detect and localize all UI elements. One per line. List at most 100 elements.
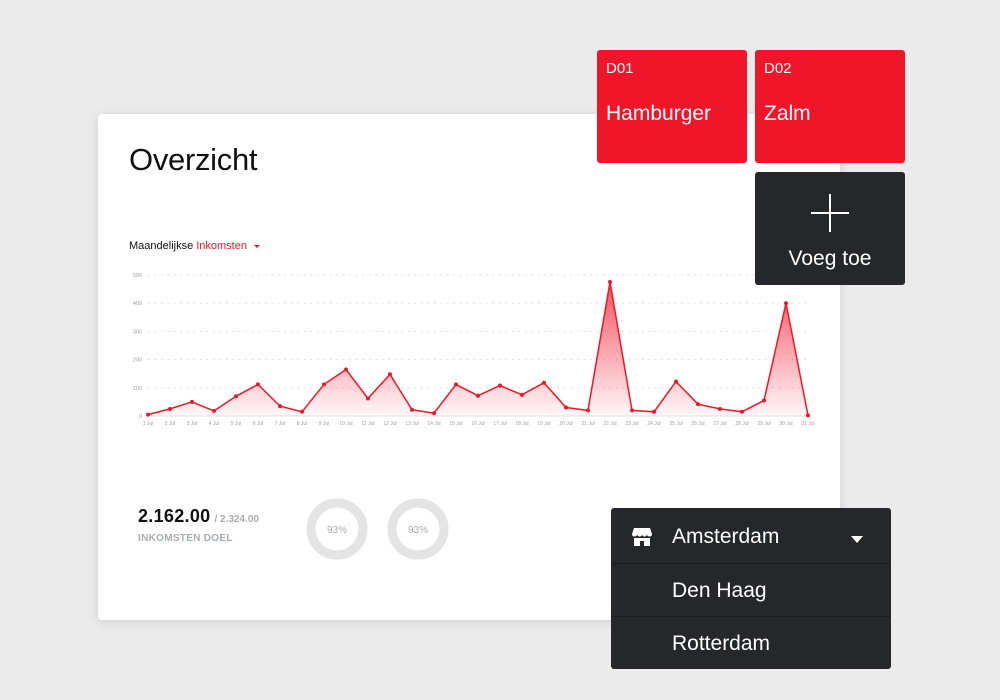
income-stats: 2.162.00/ 2.324.00 INKOMSTEN DOEL	[138, 506, 259, 544]
dish-code: D01	[606, 60, 634, 77]
data-point	[212, 408, 216, 413]
x-tick-label: 20 Jul	[559, 421, 572, 427]
x-tick-label: 5 Jul	[231, 421, 242, 427]
x-tick-label: 4 Jul	[209, 421, 220, 427]
x-tick-label: 16 Jul	[471, 421, 484, 427]
data-point	[454, 382, 458, 387]
data-point	[256, 382, 260, 387]
location-option-rotterdam[interactable]: Rotterdam	[611, 616, 891, 670]
store-icon	[632, 528, 652, 546]
data-point	[278, 404, 282, 409]
x-tick-label: 17 Jul	[493, 421, 506, 427]
data-point	[366, 396, 370, 401]
y-tick-label: 400	[133, 301, 142, 307]
data-point	[146, 412, 150, 417]
x-tick-label: 9 Jul	[319, 421, 330, 427]
x-tick-label: 19 Jul	[537, 421, 550, 427]
income-goal-label: INKOMSTEN DOEL	[138, 533, 233, 544]
data-point	[322, 382, 326, 387]
caret-down-icon	[851, 536, 863, 543]
y-tick-label: 500	[133, 273, 142, 279]
dish-tile-d02[interactable]: D02 Zalm	[755, 50, 905, 163]
x-tick-label: 6 Jul	[253, 421, 264, 427]
location-label: Amsterdam	[672, 524, 780, 548]
data-point	[806, 413, 810, 418]
x-tick-label: 26 Jul	[691, 421, 704, 427]
income-target: / 2.324.00	[214, 514, 259, 525]
dish-tile-d01[interactable]: D01 Hamburger	[597, 50, 747, 163]
x-tick-label: 15 Jul	[449, 421, 462, 427]
x-tick-label: 10 Jul	[339, 421, 352, 427]
x-tick-label: 1 Jul	[143, 421, 154, 427]
data-point	[410, 407, 414, 412]
x-tick-label: 29 Jul	[757, 421, 770, 427]
y-tick-label: 200	[133, 358, 142, 364]
plus-icon	[811, 194, 849, 232]
data-point	[344, 367, 348, 372]
y-tick-label: 300	[133, 329, 142, 335]
x-tick-label: 14 Jul	[427, 421, 440, 427]
data-point	[498, 383, 502, 388]
x-tick-label: 8 Jul	[297, 421, 308, 427]
data-point	[652, 409, 656, 414]
data-point	[388, 372, 392, 377]
donut-progress-arc	[387, 498, 449, 560]
data-point	[190, 399, 194, 404]
data-point	[168, 406, 172, 411]
x-tick-label: 30 Jul	[779, 421, 792, 427]
overview-card: Overzicht Maandelijkse Inkomsten 0 100 200…	[98, 114, 840, 620]
x-tick-label: 25 Jul	[669, 421, 682, 427]
caret-down-icon	[253, 244, 260, 248]
x-tick-label: 23 Jul	[625, 421, 638, 427]
data-point	[630, 408, 634, 413]
x-tick-label: 28 Jul	[735, 421, 748, 427]
dish-name: Zalm	[764, 102, 811, 125]
data-point	[300, 409, 304, 414]
donut-label: 93%	[408, 525, 428, 536]
data-point	[740, 409, 744, 414]
donut-label: 93%	[327, 525, 347, 536]
x-tick-label: 2 Jul	[165, 421, 176, 427]
progress-donut-1: 93%	[306, 498, 368, 560]
dish-code: D02	[764, 60, 792, 77]
data-point	[784, 301, 788, 306]
x-tick-label: 12 Jul	[383, 421, 396, 427]
location-option-den-haag[interactable]: Den Haag	[611, 563, 891, 617]
x-tick-label: 22 Jul	[603, 421, 616, 427]
x-tick-label: 31 Jul	[801, 421, 814, 427]
y-tick-label: 100	[133, 386, 142, 392]
data-point	[762, 398, 766, 403]
location-option-label: Den Haag	[672, 578, 767, 602]
add-label: Voeg toe	[788, 247, 872, 270]
add-dish-button[interactable]: Voeg toe	[755, 172, 905, 285]
progress-donut-2: 93%	[387, 498, 449, 560]
data-point	[564, 405, 568, 410]
x-tick-label: 24 Jul	[647, 421, 660, 427]
data-point	[696, 402, 700, 407]
data-point	[432, 411, 436, 416]
location-option-label: Rotterdam	[672, 631, 771, 655]
location-dropdown[interactable]: Amsterdam Den Haag Rotterdam	[611, 508, 891, 669]
metric-dropdown[interactable]: Inkomsten	[196, 240, 260, 252]
x-tick-label: 11 Jul	[362, 421, 375, 427]
page-title: Overzicht	[129, 142, 258, 177]
x-tick-label: 27 Jul	[713, 421, 726, 427]
chart-period-label: Maandelijkse	[129, 240, 194, 252]
x-tick-label: 3 Jul	[187, 421, 198, 427]
income-value: 2.162.00	[138, 506, 211, 526]
location-selected[interactable]: Amsterdam	[611, 510, 891, 563]
data-point	[520, 392, 524, 397]
data-point	[476, 393, 480, 398]
x-tick-label: 21 Jul	[581, 421, 594, 427]
donut-progress-arc	[306, 498, 368, 560]
data-point	[586, 408, 590, 413]
y-tick-label: 0	[139, 414, 142, 420]
data-point	[674, 379, 678, 384]
dish-name: Hamburger	[606, 102, 712, 125]
x-tick-label: 7 Jul	[275, 421, 286, 427]
metric-label: Inkomsten	[196, 240, 247, 252]
x-tick-label: 18 Jul	[515, 421, 528, 427]
income-chart: 0 100 200 300 400 500 1 Jul 2 Jul 3 Jul 4 Jul 5 J…	[133, 273, 815, 427]
data-point	[608, 280, 612, 285]
x-tick-label: 13 Jul	[405, 421, 418, 427]
